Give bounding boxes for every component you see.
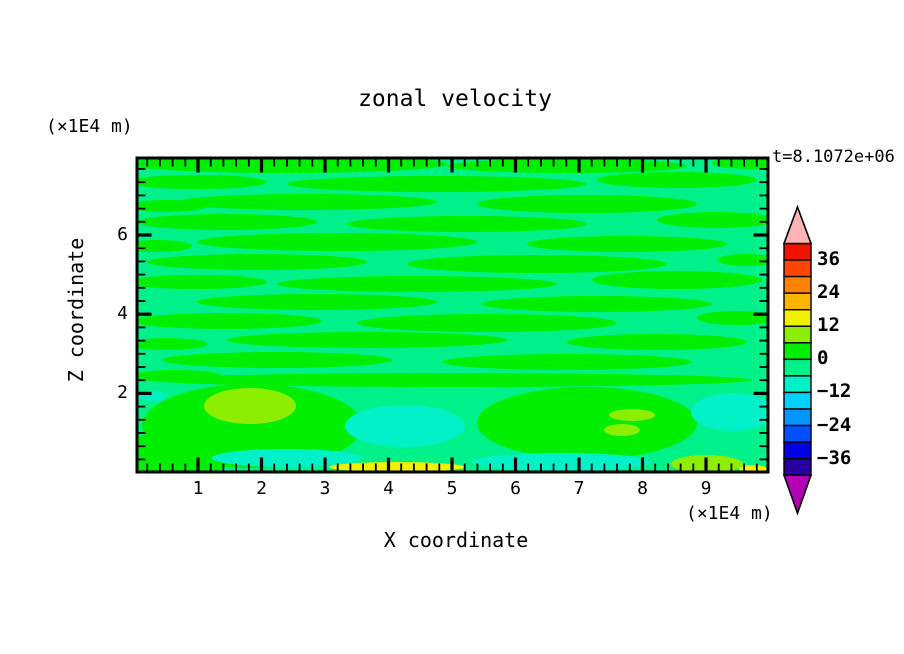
contour-region (147, 254, 367, 270)
contour-region (357, 314, 617, 332)
contour-region (137, 240, 192, 252)
contour-region (527, 236, 727, 252)
colorbar-tick-label: 36 (817, 248, 840, 271)
contour-region (137, 338, 207, 350)
contour-region (347, 216, 587, 232)
z-tick-label: 6 (117, 224, 128, 245)
contour-region (657, 212, 768, 228)
contour-region (472, 453, 652, 471)
contour-region (137, 200, 207, 212)
contour-region (597, 172, 757, 188)
x-tick-label: 7 (573, 478, 585, 499)
contour-region (204, 388, 296, 424)
contour-region (567, 334, 747, 350)
contour-region (482, 296, 712, 312)
contour-region (609, 409, 655, 421)
contour-region (592, 271, 762, 289)
contour-region (477, 387, 697, 459)
plot-frame (135, 156, 770, 474)
contour-region (477, 195, 697, 213)
colorbar-band (783, 441, 812, 460)
x-tick-label: 3 (319, 478, 331, 499)
colorbar-band (783, 424, 812, 443)
contour-region (162, 352, 392, 368)
contour-region (137, 370, 222, 382)
contour-region (287, 176, 587, 192)
colorbar-band (783, 457, 812, 476)
contour-region (407, 255, 667, 273)
x-tick-label: 9 (700, 478, 712, 499)
colorbar-band (783, 391, 812, 410)
contour-field (137, 158, 768, 472)
colorbar-under-arrow (782, 474, 813, 516)
x-tick-label: 1 (192, 478, 204, 499)
colorbar-tick-label: −36 (817, 446, 852, 469)
contour-region (691, 393, 768, 431)
colorbar-band (783, 325, 812, 344)
x-axis-title: X coordinate (383, 528, 529, 552)
colorbar-band (783, 292, 812, 311)
contour-region (177, 194, 437, 210)
colorbar-band (783, 375, 812, 394)
z-axis-title: Z coordinate (64, 237, 88, 383)
contour-region (137, 313, 322, 329)
colorbar-band (783, 342, 812, 361)
z-axis-unit-label: (×1E4 m) (46, 116, 133, 137)
contour-region (197, 294, 437, 310)
contour-region (739, 465, 767, 472)
contour-region (137, 214, 317, 230)
colorbar-band (783, 358, 812, 377)
colorbar-band (783, 309, 812, 327)
x-tick-label: 6 (510, 478, 521, 499)
contour-region (712, 158, 768, 169)
x-tick-label: 5 (446, 478, 458, 499)
colorbar-band (783, 242, 812, 261)
contour-region (442, 354, 692, 370)
colorbar-over-arrow (782, 204, 813, 245)
colorbar-band (783, 275, 812, 294)
contour-region (137, 433, 227, 472)
contour-region (697, 311, 768, 325)
colorbar-tick-label: 0 (817, 347, 829, 370)
x-tick-label: 8 (637, 478, 648, 499)
x-tick-label: 2 (256, 478, 267, 499)
contour-region (152, 373, 752, 387)
colorbar-tick-label: 12 (817, 314, 840, 337)
colorbar-tick-label: −24 (817, 413, 852, 436)
contour-region (717, 254, 768, 266)
x-axis-unit-label: (×1E4 m) (686, 503, 773, 524)
z-tick-label: 2 (117, 382, 128, 404)
colorbar-band (783, 259, 812, 278)
colorbar-tick-label: −12 (817, 380, 852, 403)
contour-region (137, 275, 267, 289)
contour-region (137, 175, 267, 189)
colorbar-tick-label: 24 (817, 281, 840, 304)
contour-region (227, 332, 507, 348)
contour-region (277, 276, 557, 292)
contour-region (137, 158, 447, 173)
contour-region (197, 233, 477, 251)
plot-title: zonal velocity (358, 86, 552, 112)
time-annotation: t=8.1072e+06 (772, 147, 895, 167)
contour-region (345, 405, 465, 447)
colorbar-band (783, 408, 812, 427)
contour-region (604, 424, 640, 436)
z-tick-label: 4 (117, 303, 128, 325)
x-tick-label: 4 (383, 478, 394, 499)
